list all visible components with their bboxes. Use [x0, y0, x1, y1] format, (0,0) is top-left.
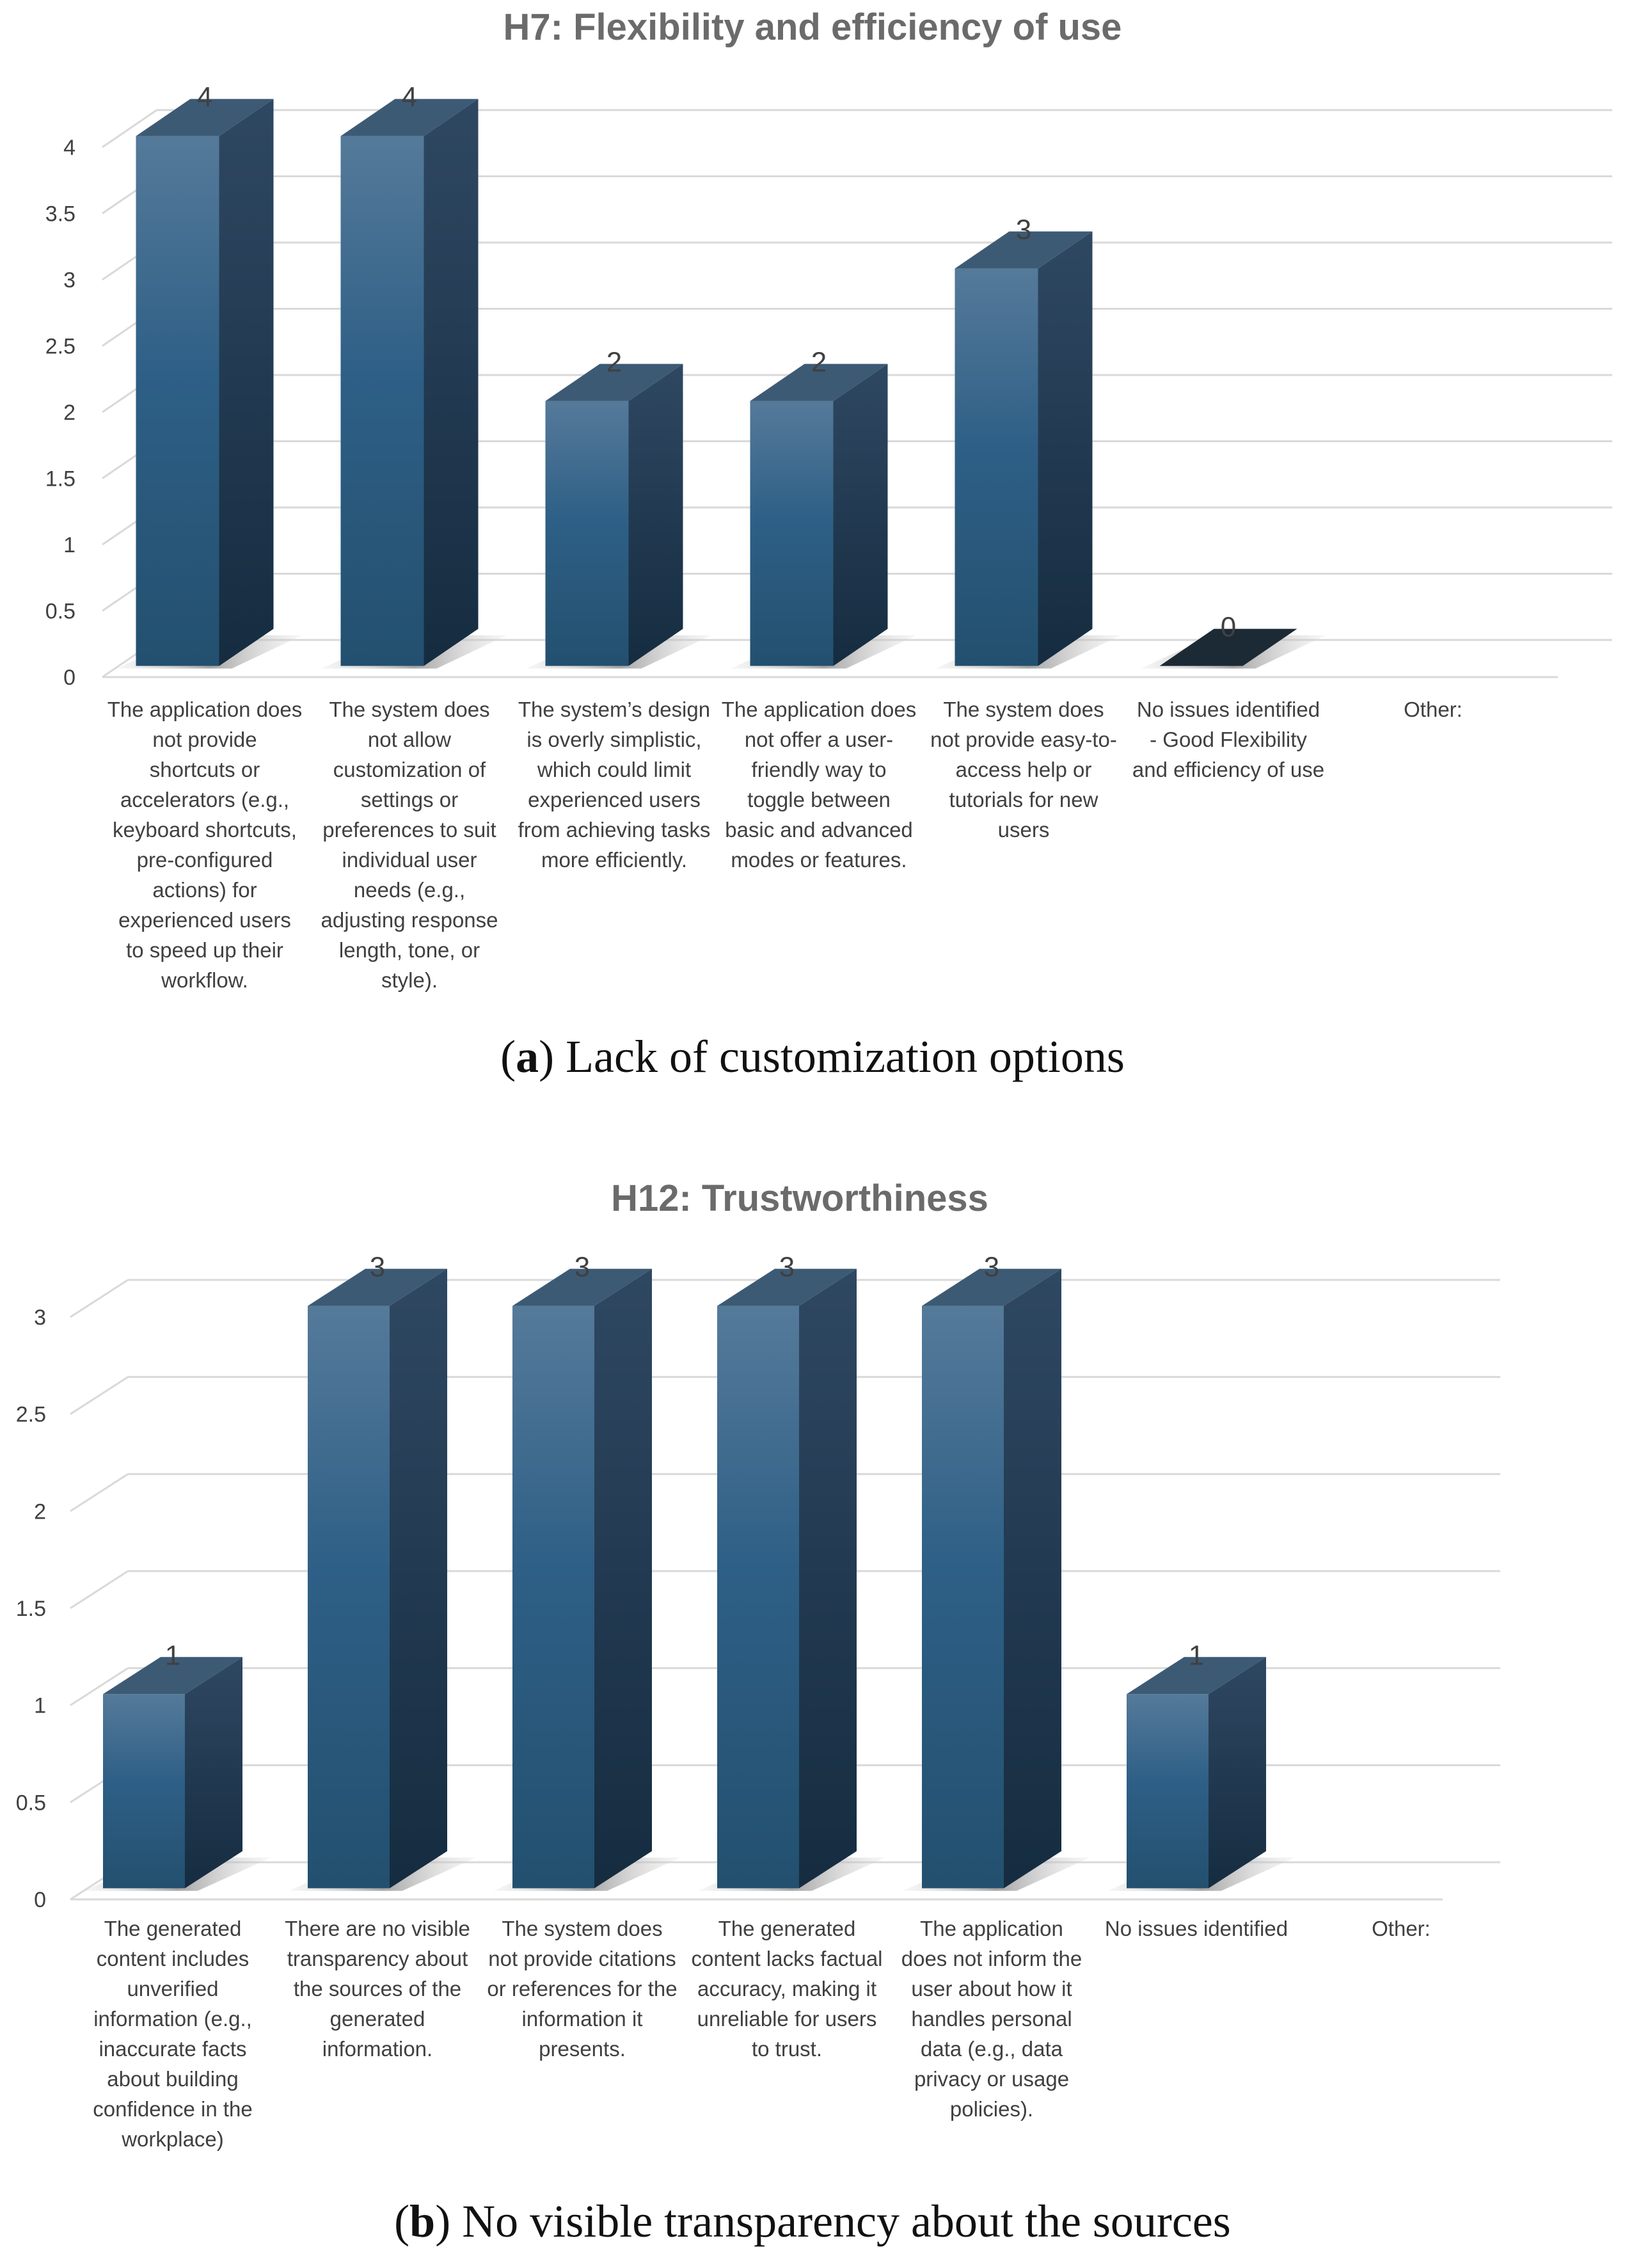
- y-tick-label: 2.5: [45, 335, 75, 359]
- category-label: The application does not offer a user-fr…: [721, 698, 917, 872]
- gridline-diagonal: [102, 109, 157, 148]
- bar-side: [799, 1268, 857, 1889]
- bar-front: [308, 1306, 390, 1889]
- y-tick-label: 0: [34, 1888, 46, 1912]
- bar-side: [833, 363, 888, 666]
- bar-top: [103, 1657, 242, 1695]
- y-tick-label: 3: [63, 268, 75, 292]
- bar-top: [340, 99, 479, 136]
- y-tick-label: 2: [63, 401, 75, 425]
- bar-side: [219, 99, 274, 666]
- chart-title: H7: Flexibility and efficiency of use: [503, 6, 1122, 48]
- bar-top: [1159, 628, 1297, 666]
- bar-front: [922, 1306, 1004, 1889]
- category-label: The generated content lacks factual accu…: [691, 1917, 883, 2061]
- y-tick-label: 1: [34, 1694, 46, 1718]
- y-tick-label: 0: [63, 666, 75, 690]
- caption-letter: a: [516, 1031, 539, 1082]
- data-label: 3: [779, 1252, 795, 1283]
- data-label: 2: [811, 347, 827, 378]
- category-label: The application does not provide shortcu…: [107, 698, 303, 992]
- bar-top: [955, 231, 1093, 269]
- category-label: There are no visible transparency about …: [285, 1917, 470, 2061]
- y-tick-label: 3.5: [45, 202, 75, 227]
- data-label: 1: [165, 1640, 180, 1671]
- bar-front: [136, 136, 219, 666]
- category-label: The system does not provide citations or…: [487, 1917, 678, 2061]
- bar-front: [340, 136, 424, 666]
- category-label: The generated content includes unverifie…: [93, 1917, 253, 2151]
- bar-front: [717, 1306, 799, 1889]
- bar-side: [424, 99, 479, 666]
- chart-a: H7: Flexibility and efficiency of use 0 0…: [45, 6, 1612, 690]
- data-label: 3: [1016, 214, 1031, 246]
- data-label: 1: [1189, 1640, 1204, 1671]
- caption-letter: b: [409, 2196, 436, 2247]
- bar-top: [512, 1268, 652, 1306]
- y-tick-label: 0.5: [45, 600, 75, 624]
- bar-top: [308, 1268, 447, 1306]
- bar-front: [545, 401, 629, 666]
- category-label: The system does not allow customization …: [321, 698, 498, 992]
- bar-side: [628, 363, 683, 666]
- chart-b: H12: Trustworthiness 0 0.5 1 1.5 2 2.5 3 1 3 3 3 3 1: [16, 1178, 1500, 1912]
- y-tick-label: 1.5: [16, 1597, 46, 1621]
- bar-side: [1209, 1657, 1266, 1889]
- category-label: No issues identified - Good Flexibility …: [1132, 698, 1325, 781]
- gridline-diagonal: [70, 1279, 129, 1318]
- figure-caption: (a) Lack of customization options: [500, 1031, 1125, 1082]
- figure-caption: (b) No visible transparency about the so…: [394, 2196, 1231, 2247]
- data-label: 2: [606, 347, 622, 378]
- bar-top: [1127, 1657, 1266, 1695]
- y-tick-label: 1.5: [45, 467, 75, 491]
- y-tick-label: 0.5: [16, 1791, 46, 1815]
- y-tick-label: 1: [63, 533, 75, 557]
- gridline-diagonal: [70, 1570, 129, 1609]
- data-label: 0: [1221, 612, 1236, 643]
- bar-front: [103, 1694, 185, 1889]
- data-label: 3: [575, 1252, 590, 1283]
- chart-panel-a: H7: Flexibility and efficiency of use 0 0…: [0, 0, 1625, 1126]
- bar-front: [955, 268, 1038, 666]
- category-label: The application does not inform the user…: [901, 1917, 1082, 2121]
- category-label: No issues identified: [1104, 1917, 1288, 1940]
- category-label: Other:: [1372, 1917, 1431, 1940]
- data-label: 3: [370, 1252, 385, 1283]
- bar-top: [136, 99, 274, 136]
- caption-text: No visible transparency about the source…: [450, 2196, 1231, 2247]
- bar-top: [545, 363, 683, 401]
- gridline-diagonal: [70, 1473, 129, 1512]
- y-tick-label: 2.5: [16, 1403, 46, 1427]
- data-label: 4: [197, 82, 212, 113]
- bar-side: [185, 1657, 242, 1889]
- y-tick-label: 2: [34, 1499, 46, 1524]
- data-label: 3: [984, 1252, 999, 1283]
- category-label: Other:: [1404, 698, 1462, 721]
- bar-side: [390, 1268, 447, 1889]
- y-tick-label: 3: [34, 1306, 46, 1330]
- bar-side: [1038, 231, 1093, 666]
- bar-top: [922, 1268, 1061, 1306]
- bar-front: [1127, 1694, 1209, 1889]
- bar-top: [750, 363, 888, 401]
- category-label: The system’s design is overly simplistic…: [518, 698, 711, 872]
- chart-panel-b: H12: Trustworthiness 0 0.5 1 1.5 2 2.5 3 1 3 3 3 3 1…: [0, 1165, 1625, 2268]
- bar-front: [512, 1306, 594, 1889]
- data-label: 4: [402, 82, 417, 113]
- chart-title: H12: Trustworthiness: [611, 1178, 988, 1219]
- gridline-diagonal: [70, 1376, 129, 1415]
- y-tick-label: 4: [63, 136, 75, 160]
- category-label: The system does not provide easy-to-acce…: [930, 698, 1117, 842]
- bar-side: [1004, 1268, 1061, 1889]
- bar-front: [750, 401, 834, 666]
- bar-top: [717, 1268, 857, 1306]
- gridline-diagonal: [70, 1667, 129, 1706]
- bar-side: [594, 1268, 652, 1889]
- caption-text: Lack of customization options: [554, 1031, 1125, 1082]
